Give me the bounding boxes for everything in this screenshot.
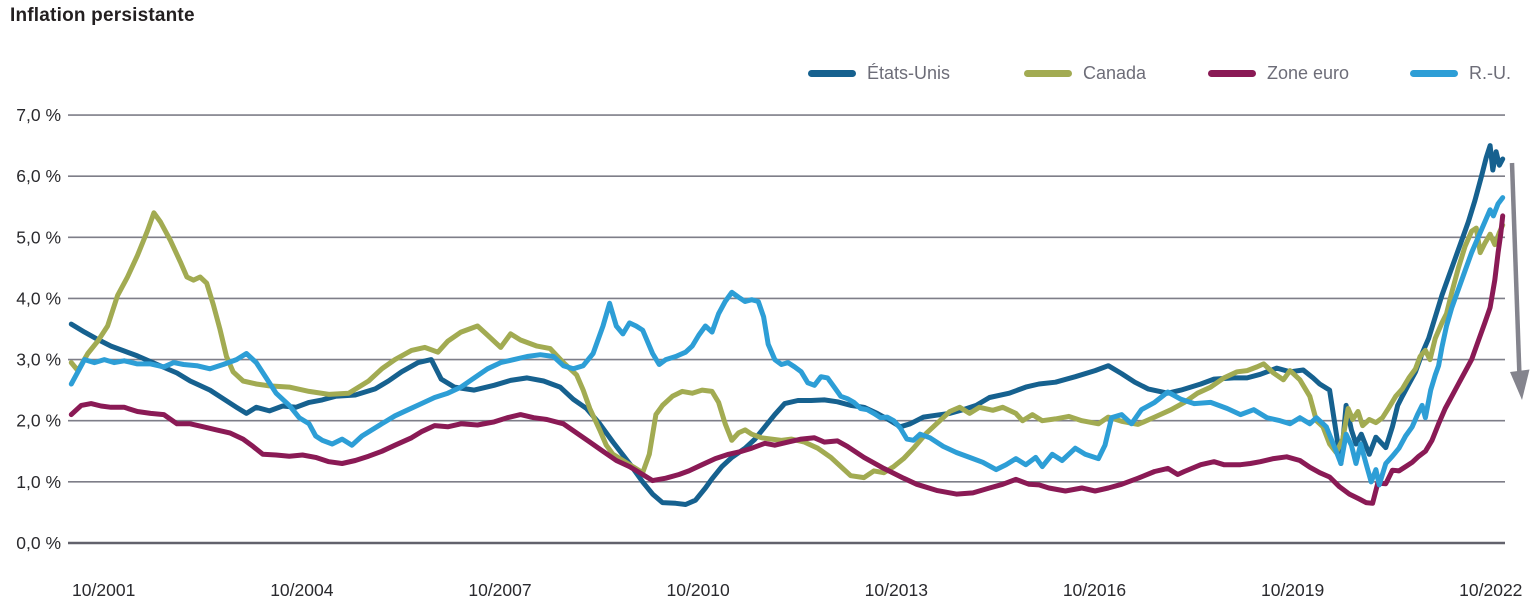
legend-item-canada: Canada (1024, 61, 1146, 85)
x-axis-tick-label: 10/2007 (468, 580, 531, 600)
legend-item-r-u: R.-U. (1410, 61, 1511, 85)
legend-label: Zone euro (1267, 62, 1350, 83)
x-axis-tick-label: 10/2013 (865, 580, 928, 600)
legend-swatch-etats-unis (808, 69, 856, 77)
legend-label: États-Unis (867, 62, 951, 83)
chart-title: Inflation persistante (10, 5, 195, 26)
legend-swatch-canada (1024, 69, 1072, 77)
legend-label: Canada (1083, 62, 1147, 83)
y-axis-tick-label: 1,0 % (16, 472, 61, 492)
series-line-r-u- (68, 195, 1506, 488)
x-axis-tick-label: 10/2019 (1261, 580, 1324, 600)
x-axis-tick-label: 10/2022 (1459, 580, 1522, 600)
legend-swatch-zone-euro (1208, 69, 1256, 77)
legend-label: R.-U. (1469, 62, 1511, 83)
y-axis-tick-label: 6,0 % (16, 166, 61, 186)
trend-arrow-down-icon (1509, 162, 1522, 378)
x-axis-tick-label: 10/2016 (1063, 580, 1126, 600)
x-axis-tick-label: 10/2001 (72, 580, 135, 600)
y-axis-tick-label: 2,0 % (16, 411, 61, 431)
y-axis-tick-label: 5,0 % (16, 227, 61, 247)
y-axis-tick-label: 7,0 % (16, 105, 61, 125)
y-axis-tick-label: 0,0 % (16, 533, 61, 553)
y-axis-tick-label: 4,0 % (16, 288, 61, 308)
trend-arrow-down-head-icon (1510, 369, 1530, 400)
x-axis-tick-label: 10/2004 (270, 580, 334, 600)
legend-item-zone-euro: Zone euro (1208, 61, 1349, 85)
series-line--tats-unis (68, 143, 1506, 507)
legend-item-etats-unis: États-Unis (808, 61, 950, 85)
legend-swatch-r-u (1410, 69, 1458, 77)
series-line-canada (68, 210, 1506, 481)
y-axis-tick-label: 3,0 % (16, 350, 61, 370)
x-axis-tick-label: 10/2010 (667, 580, 731, 600)
